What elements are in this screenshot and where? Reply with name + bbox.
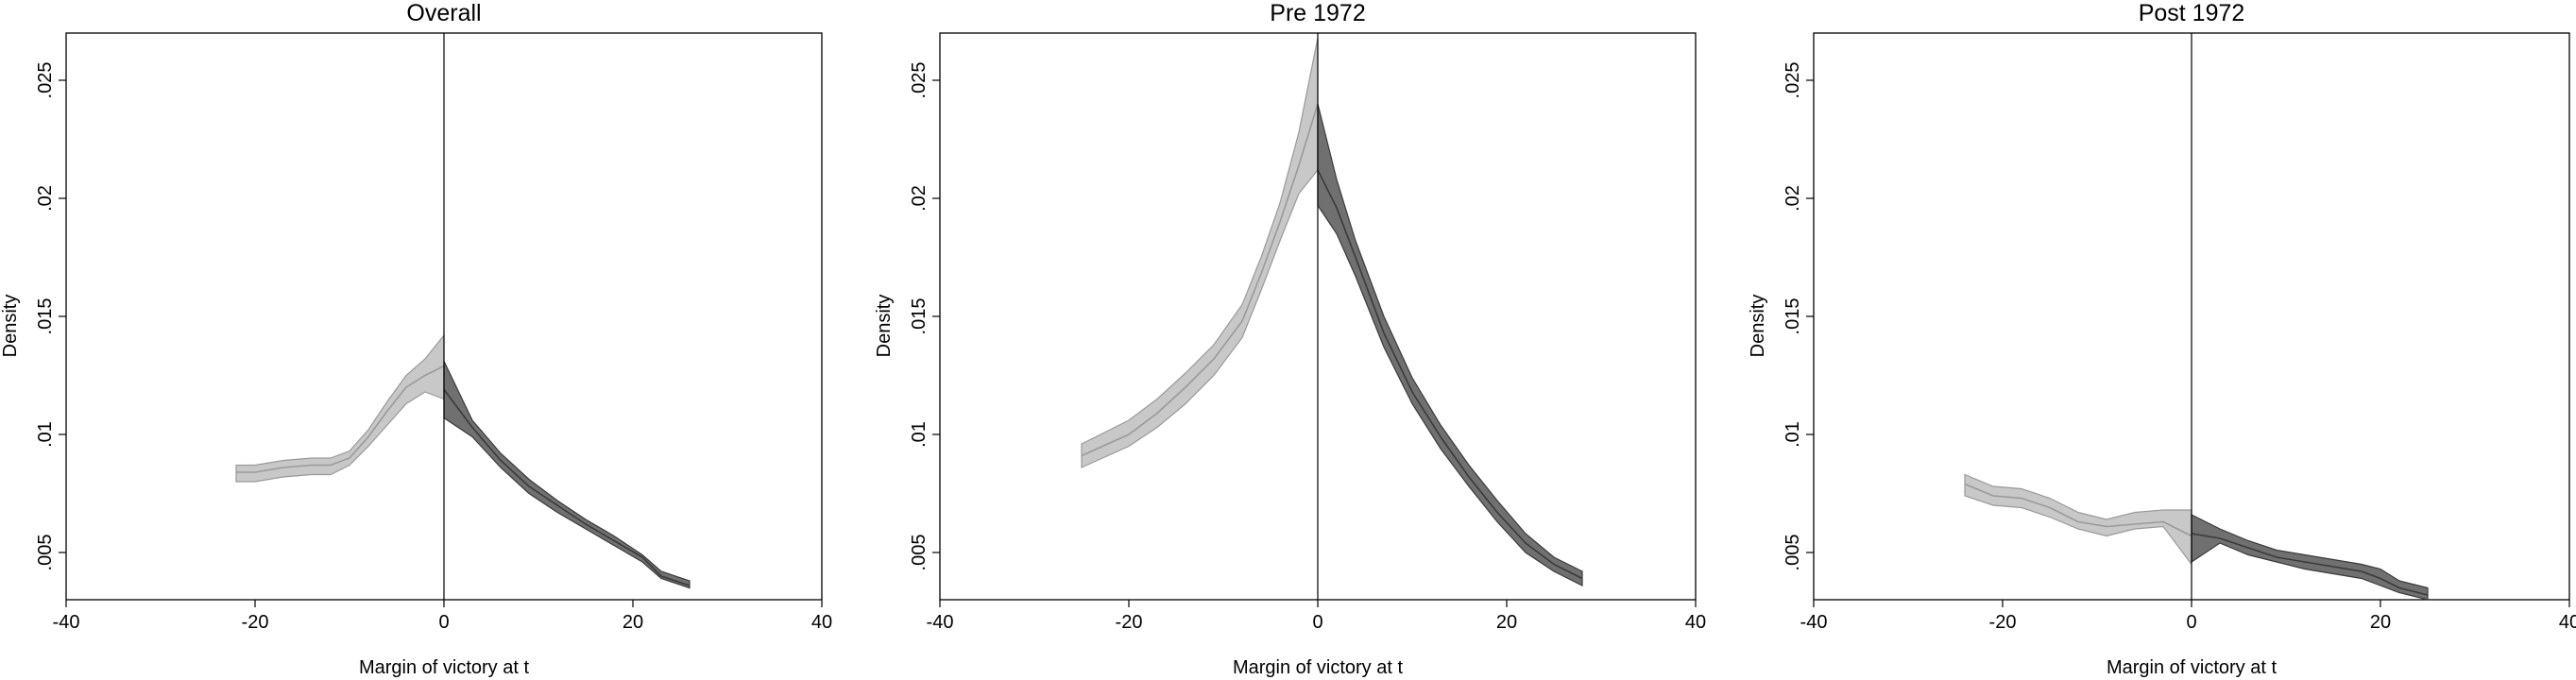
density-line [1964, 483, 2192, 537]
y-tick-label: .02 [1783, 185, 1803, 212]
x-tick-label: 20 [623, 612, 643, 633]
confidence-band [443, 361, 691, 589]
y-axis-label: Density [874, 295, 895, 358]
y-tick-label: .025 [1783, 62, 1803, 99]
panel-pre-1972: Pre 1972 Margin of victory at t Density … [874, 0, 1706, 678]
y-tick-label: .005 [35, 535, 56, 571]
density-line [1081, 103, 1319, 457]
x-tick-label: 20 [1496, 612, 1517, 633]
x-tick-label: 40 [1685, 612, 1706, 633]
y-tick-label: .01 [35, 421, 56, 448]
x-tick-label: -40 [1800, 612, 1828, 633]
density-line [236, 365, 445, 473]
density-line [443, 389, 691, 586]
series-right [443, 361, 691, 589]
y-tick-label: .02 [909, 185, 930, 212]
density-line [1317, 169, 1583, 580]
y-tick-label: .025 [35, 62, 56, 99]
x-tick-label: 40 [811, 612, 832, 633]
y-tick-label: .005 [1783, 535, 1803, 571]
x-tick-label: -20 [1116, 612, 1143, 633]
panel-overall: Overall Margin of victory at t Density -… [0, 0, 832, 678]
panel-post-1972: Post 1972 Margin of victory at t Density… [1748, 0, 2576, 678]
series-right [2191, 514, 2429, 601]
x-tick-label: -40 [53, 612, 80, 633]
confidence-band [2191, 514, 2429, 601]
series-left [1081, 37, 1319, 468]
panel-title: Pre 1972 [1270, 0, 1365, 26]
confidence-band [1964, 473, 2192, 567]
series-left [1964, 473, 2192, 567]
panel-title: Overall [406, 0, 481, 26]
x-tick-label: -20 [242, 612, 269, 633]
confidence-band [1081, 37, 1319, 468]
y-tick-label: .015 [1783, 298, 1803, 335]
x-axis-label: Margin of victory at t [359, 657, 530, 678]
y-axis-label: Density [1748, 295, 1768, 358]
x-tick-label: 0 [1312, 612, 1322, 633]
series-right [1317, 103, 1583, 586]
density-line [2191, 533, 2429, 596]
x-tick-label: 0 [438, 612, 449, 633]
x-tick-label: 0 [2186, 612, 2196, 633]
y-tick-label: .02 [35, 185, 56, 212]
x-tick-label: -40 [927, 612, 954, 633]
y-tick-label: .015 [909, 298, 930, 335]
x-tick-label: 20 [2370, 612, 2391, 633]
series-left [235, 333, 445, 483]
y-tick-label: .015 [35, 298, 56, 335]
panel-title: Post 1972 [2139, 0, 2245, 26]
y-axis-label: Density [0, 295, 21, 358]
x-axis-label: Margin of victory at t [1233, 657, 1404, 678]
x-axis-label: Margin of victory at t [2107, 657, 2277, 678]
y-tick-label: .005 [909, 535, 930, 571]
x-tick-label: 40 [2559, 612, 2576, 633]
confidence-band [235, 333, 445, 483]
y-tick-label: .01 [1783, 421, 1803, 448]
x-tick-label: -20 [1989, 612, 2017, 633]
y-tick-label: .01 [909, 421, 930, 448]
y-tick-label: .025 [909, 62, 930, 99]
confidence-band [1317, 103, 1583, 586]
